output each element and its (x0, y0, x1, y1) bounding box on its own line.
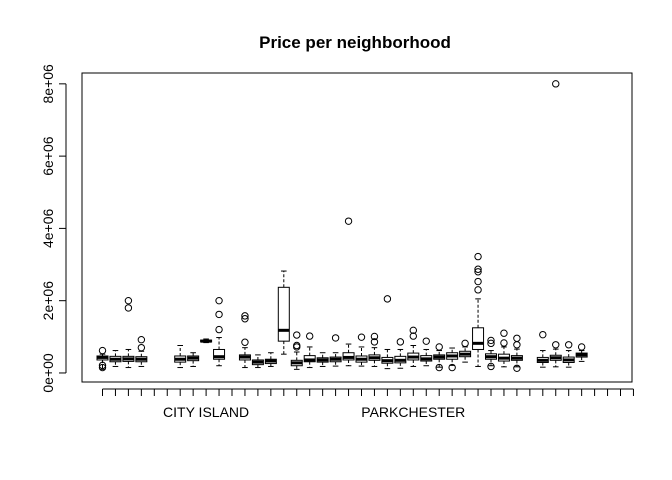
outlier-point (448, 363, 456, 372)
outlier-point (487, 336, 495, 345)
outlier-point (241, 312, 249, 320)
outlier-point (539, 330, 547, 339)
box-29 (459, 339, 472, 363)
box-20 (342, 217, 355, 367)
outlier-point (500, 329, 508, 337)
outlier-point (306, 332, 314, 340)
outlier-point (124, 296, 133, 305)
y-tick-label: 6e+06 (40, 136, 56, 176)
outlier-point (98, 346, 107, 355)
outlier-point (215, 325, 223, 334)
outlier-point (396, 338, 405, 346)
outlier-point (565, 341, 573, 349)
box-19 (329, 334, 342, 367)
outlier-point (552, 80, 560, 88)
box-17 (303, 332, 316, 369)
outlier-point (409, 332, 417, 340)
y-tick-label: 2e+06 (40, 281, 56, 321)
box-series (96, 80, 588, 372)
box-7 (174, 344, 187, 369)
outlier-point (461, 339, 469, 348)
y-tick-label: 0e+00 (40, 353, 56, 393)
outlier-point (98, 363, 107, 372)
box-1 (96, 346, 109, 372)
y-tick-label: 4e+06 (40, 209, 56, 249)
box-23 (381, 295, 394, 370)
outlier-point (383, 295, 392, 303)
outlier-point (435, 343, 443, 351)
chart-title: Price per neighborhood (259, 33, 451, 52)
outlier-point (215, 310, 223, 319)
outlier-point (98, 361, 107, 370)
outlier-point (474, 252, 482, 261)
x-axis: CITY ISLAND PARKCHESTER (102, 388, 634, 420)
box-32 (497, 329, 510, 368)
outlier-point (513, 364, 521, 372)
outlier-point (422, 337, 430, 345)
box-35 (536, 330, 549, 368)
box-24 (394, 338, 407, 369)
box-10 (213, 296, 226, 367)
box-14 (264, 352, 277, 367)
outlier-point (513, 341, 521, 349)
box-9 (200, 338, 213, 344)
box-iqr (472, 327, 485, 350)
box-31 (485, 336, 497, 371)
outlier-point (474, 286, 482, 294)
y-tick-label: 8e+06 (40, 64, 56, 104)
x-tick-label: CITY ISLAND (163, 404, 249, 420)
outlier-point (409, 326, 417, 335)
box-22 (368, 332, 381, 367)
outlier-point (577, 343, 586, 351)
box-27 (433, 343, 446, 372)
y-axis: 0e+00 2e+06 4e+06 6e+06 8e+06 (40, 64, 67, 393)
box-iqr (213, 348, 226, 360)
box-16 (290, 331, 303, 370)
outlier-point (293, 331, 301, 339)
box-3 (122, 296, 135, 369)
box-12 (238, 312, 251, 369)
box-30 (472, 252, 485, 367)
outlier-point (513, 334, 521, 342)
box-36 (549, 80, 562, 368)
outlier-point (293, 341, 301, 350)
box-15 (277, 270, 290, 355)
outlier-point (487, 339, 495, 348)
box-21 (355, 333, 368, 367)
outlier-point (331, 334, 340, 342)
box-28 (446, 347, 459, 372)
outlier-point (370, 332, 379, 341)
box-26 (420, 337, 433, 367)
x-tick-label: PARKCHESTER (361, 404, 465, 420)
box-2 (109, 350, 122, 367)
outlier-point (552, 341, 560, 349)
outlier-point (344, 217, 353, 225)
outlier-point (241, 338, 249, 346)
outlier-point (474, 268, 482, 276)
outlier-point (474, 265, 482, 273)
outlier-point (215, 296, 223, 305)
box-13 (251, 354, 264, 369)
outlier-point (487, 362, 495, 371)
box-38 (575, 343, 588, 362)
outlier-point (370, 338, 379, 346)
box-25 (407, 326, 420, 367)
box-37 (562, 341, 575, 368)
outlier-point (241, 315, 249, 323)
plot-frame (81, 72, 633, 383)
outlier-point (435, 363, 443, 372)
outlier-point (137, 336, 146, 344)
outlier-point (474, 277, 482, 286)
outlier-point (137, 343, 146, 352)
box-iqr (277, 286, 290, 342)
box-33 (510, 334, 523, 372)
box-8 (187, 352, 200, 367)
outlier-point (357, 333, 366, 341)
box-4 (135, 336, 148, 367)
box-18 (316, 352, 329, 367)
outlier-point (124, 304, 133, 312)
outlier-point (500, 339, 508, 347)
